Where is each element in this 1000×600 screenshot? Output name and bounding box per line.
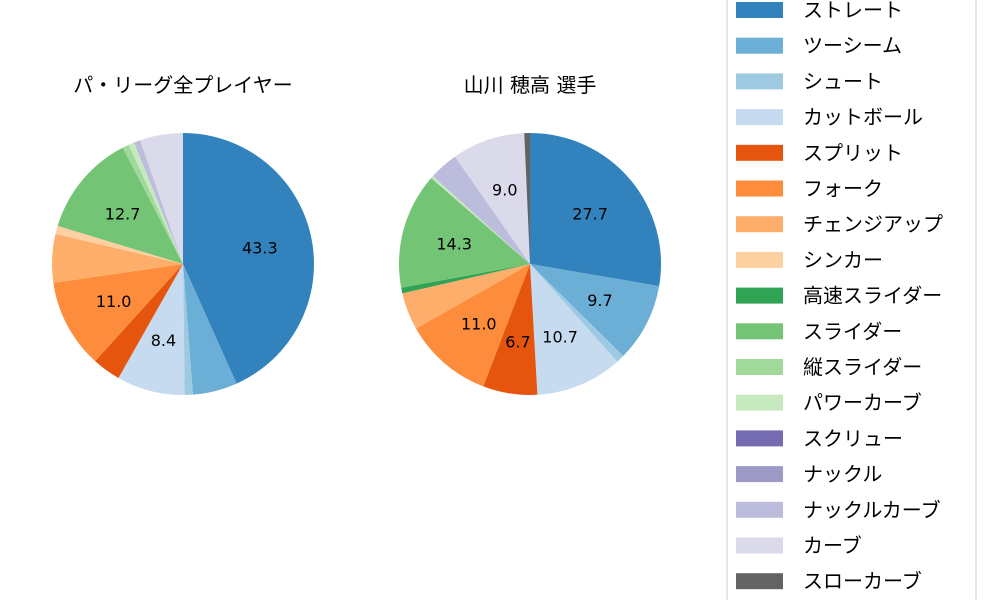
legend-swatch — [736, 37, 783, 54]
pie-slice-2-1 — [530, 264, 660, 357]
pie-slice-1-11 — [128, 142, 183, 264]
legend-swatch — [736, 144, 783, 161]
pie-data-label: 8.4 — [151, 331, 176, 350]
pie-slice-1-5 — [53, 264, 184, 362]
pie-slice-2-2 — [530, 264, 624, 362]
legend-label: スライダー — [803, 319, 902, 343]
pie-slice-1-9 — [57, 147, 183, 264]
legend-swatch — [736, 323, 783, 340]
legend-label: カーブ — [803, 534, 862, 558]
legend-swatch — [736, 251, 783, 268]
pie-slice-1-3 — [118, 264, 185, 395]
pie-slice-2-8 — [401, 264, 530, 294]
pie-data-label: 14.3 — [436, 234, 472, 253]
legend-swatch — [736, 394, 783, 411]
legend-label: ナックル — [803, 462, 882, 486]
pie-slice-2-6 — [402, 264, 530, 329]
legend-swatch — [736, 501, 783, 518]
legend-label: カットボール — [803, 105, 923, 129]
pie-slice-1-6 — [52, 233, 183, 283]
pie-slice-2-16 — [524, 133, 530, 264]
legend-label: ストレート — [803, 0, 903, 22]
pie-data-label: 9.0 — [492, 181, 517, 200]
legend-label: ナックルカーブ — [803, 498, 941, 522]
pie-slice-1-2 — [183, 264, 193, 395]
legend-swatch — [736, 359, 783, 375]
pie-slice-2-14 — [432, 156, 530, 264]
legend-swatch — [736, 466, 783, 483]
pie-slice-1-15 — [140, 133, 183, 264]
pie-data-label: 12.7 — [105, 205, 141, 224]
legend-label: シンカー — [803, 248, 883, 272]
legend-swatch — [736, 430, 783, 447]
pie-title-league: パ・リーグ全プレイヤー — [73, 73, 292, 97]
legend-swatch — [736, 287, 783, 304]
pie-slice-2-5 — [416, 264, 530, 387]
legend-label: 縦スライダー — [803, 355, 922, 379]
legend-label: ツーシーム — [803, 34, 902, 58]
legend-label: スプリット — [803, 141, 903, 165]
pie-slice-1-4 — [95, 264, 183, 378]
legend-swatch — [736, 109, 783, 126]
pie-slice-2-9 — [399, 177, 530, 288]
legend-swatch — [736, 73, 783, 90]
pie-slice-1-10 — [122, 144, 183, 264]
legend-label: スローカーブ — [803, 569, 922, 593]
pie-slice-2-11 — [431, 176, 530, 264]
pie-data-label: 11.0 — [461, 315, 497, 334]
pie-title-player: 山川 穂高 選手 — [464, 73, 597, 97]
legend-label: チェンジアップ — [803, 212, 943, 236]
pie-data-label: 6.7 — [505, 333, 530, 352]
pie-slice-1-14 — [134, 140, 183, 264]
legend-swatch — [736, 573, 783, 590]
pie-slice-1-1 — [183, 264, 237, 395]
pie-data-label: 11.0 — [96, 292, 132, 311]
legend-label: 高速スライダー — [803, 284, 942, 308]
legend-label: フォーク — [803, 177, 883, 201]
pie-data-label: 9.7 — [587, 291, 612, 310]
pie-data-label: 10.7 — [542, 328, 578, 347]
pie-slice-2-3 — [530, 264, 618, 395]
pie-slice-2-0 — [530, 133, 661, 287]
legend-box — [726, 0, 977, 600]
legend-label: スクリュー — [803, 426, 903, 450]
pie-slice-2-4 — [483, 264, 538, 395]
legend-label: パワーカーブ — [803, 391, 922, 415]
pie-slice-1-0 — [183, 133, 315, 384]
legend-swatch — [736, 216, 783, 233]
legend-swatch — [736, 180, 783, 197]
pie-data-label: 43.3 — [242, 239, 278, 258]
legend-label: シュート — [803, 69, 883, 93]
pie-data-label: 27.7 — [572, 204, 608, 223]
pie-slice-1-7 — [55, 225, 183, 264]
pie-slice-2-15 — [455, 133, 530, 264]
legend-swatch — [736, 2, 783, 18]
legend-swatch — [736, 537, 783, 554]
